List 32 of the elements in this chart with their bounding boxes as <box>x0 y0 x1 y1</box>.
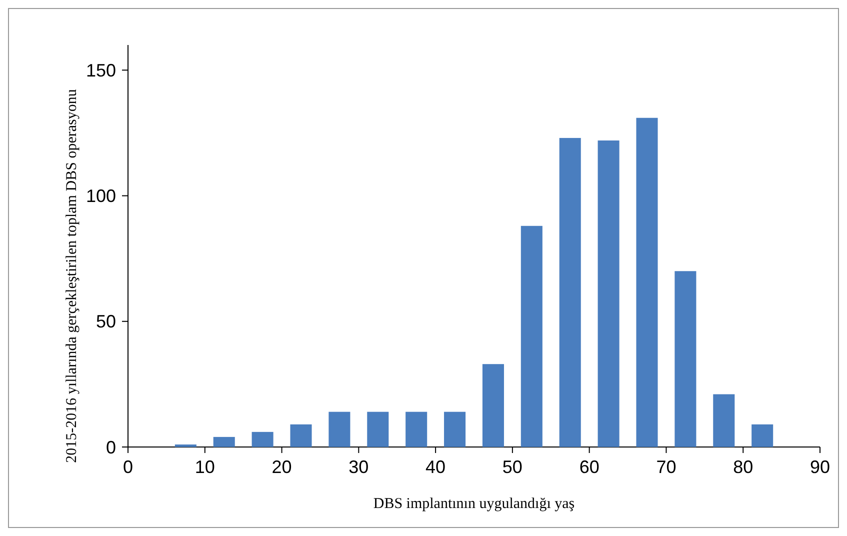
bar <box>482 364 504 447</box>
x-tick-label: 50 <box>502 457 522 477</box>
x-tick-label: 40 <box>426 457 446 477</box>
y-tick-label: 50 <box>96 312 116 332</box>
x-tick-label: 90 <box>810 457 830 477</box>
x-tick-label: 30 <box>348 457 369 477</box>
x-tick-label: 20 <box>272 457 292 477</box>
x-tick-label: 10 <box>194 457 215 477</box>
bar <box>290 424 312 447</box>
bar <box>713 394 735 447</box>
bar <box>598 140 620 447</box>
x-tick-label: 60 <box>579 457 600 477</box>
x-tick-label: 0 <box>122 457 134 477</box>
y-tick-label: 0 <box>106 437 116 458</box>
bar <box>674 271 696 447</box>
x-axis-title: DBS implantının uygulandığı yaş <box>373 496 575 512</box>
y-tick-label: 150 <box>86 60 116 80</box>
bar <box>636 118 658 447</box>
y-tick-label: 100 <box>86 186 116 206</box>
y-axis-title: 2015-2016 yıllarında gerçekleştirilen toplam DBS operasyonu <box>64 88 80 463</box>
bar <box>213 436 235 447</box>
bar <box>752 424 774 447</box>
bar <box>174 444 196 447</box>
bar <box>520 226 542 447</box>
bar <box>559 138 581 447</box>
bar <box>406 412 428 447</box>
bar <box>367 412 389 447</box>
bar <box>444 412 466 447</box>
bar <box>252 432 274 447</box>
x-tick-label: 80 <box>733 457 754 477</box>
x-tick-label: 70 <box>656 457 676 477</box>
bar <box>328 412 350 447</box>
